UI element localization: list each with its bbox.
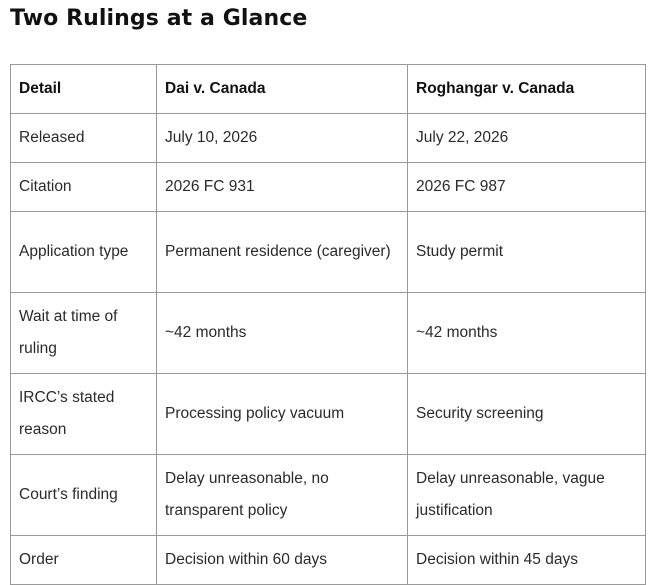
dai-cell: Delay unreasonable, no transparent polic… xyxy=(156,454,408,536)
row-label: Released xyxy=(10,113,157,163)
comparison-table: Detail Dai v. Canada Roghangar v. Canada… xyxy=(10,64,646,585)
column-header-roghangar: Roghangar v. Canada xyxy=(407,64,646,114)
dai-cell: 2026 FC 931 xyxy=(156,162,408,212)
column-header-dai: Dai v. Canada xyxy=(156,64,408,114)
roghangar-cell: Security screening xyxy=(407,373,646,455)
dai-cell: Processing policy vacuum xyxy=(156,373,408,455)
dai-cell: Permanent residence (caregiver) xyxy=(156,211,408,293)
roghangar-cell: ~42 months xyxy=(407,292,646,374)
table-row-application-type: Application type Permanent residence (ca… xyxy=(10,211,646,293)
roghangar-cell: Study permit xyxy=(407,211,646,293)
row-label: Court’s finding xyxy=(10,454,157,536)
table-row-stated-reason: IRCC’s stated reason Processing policy v… xyxy=(10,373,646,455)
row-label: Order xyxy=(10,535,157,585)
row-label: Wait at time of ruling xyxy=(10,292,157,374)
table-row-court-finding: Court’s finding Delay unreasonable, no t… xyxy=(10,454,646,536)
roghangar-cell: Delay unreasonable, vague justification xyxy=(407,454,646,536)
table-row-citation: Citation 2026 FC 931 2026 FC 987 xyxy=(10,162,646,212)
dai-cell: Decision within 60 days xyxy=(156,535,408,585)
page-title: Two Rulings at a Glance xyxy=(10,6,308,31)
row-label: Citation xyxy=(10,162,157,212)
dai-cell: July 10, 2026 xyxy=(156,113,408,163)
row-label: Application type xyxy=(10,211,157,293)
roghangar-cell: 2026 FC 987 xyxy=(407,162,646,212)
table-row-order: Order Decision within 60 days Decision w… xyxy=(10,535,646,585)
row-label: IRCC’s stated reason xyxy=(10,373,157,455)
column-header-detail: Detail xyxy=(10,64,157,114)
roghangar-cell: July 22, 2026 xyxy=(407,113,646,163)
table-header-row: Detail Dai v. Canada Roghangar v. Canada xyxy=(10,64,646,114)
table-row-wait-time: Wait at time of ruling ~42 months ~42 mo… xyxy=(10,292,646,374)
dai-cell: ~42 months xyxy=(156,292,408,374)
table-row-released: Released July 10, 2026 July 22, 2026 xyxy=(10,113,646,163)
roghangar-cell: Decision within 45 days xyxy=(407,535,646,585)
